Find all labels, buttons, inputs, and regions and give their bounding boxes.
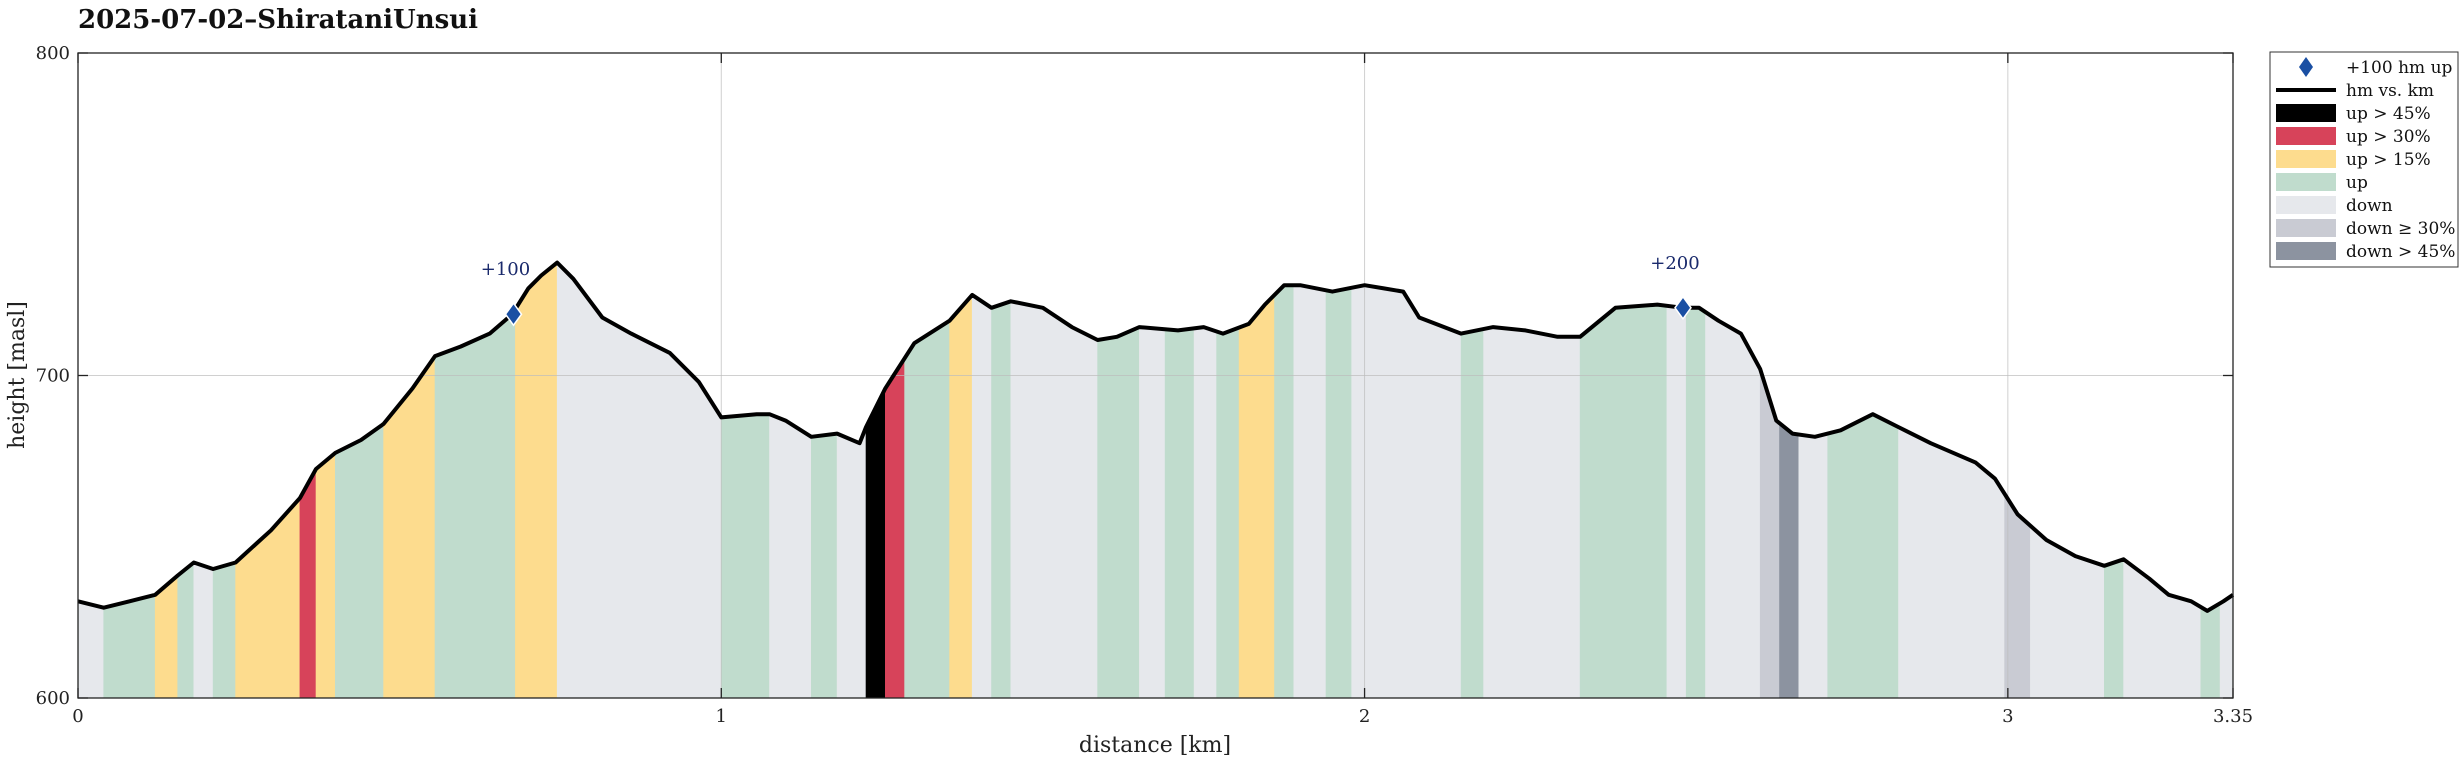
x-tick-label: 3.35 (2213, 706, 2253, 727)
slope-band-up30 (299, 468, 317, 699)
legend-swatch-up (2276, 173, 2336, 191)
slope-band-down (1293, 284, 1327, 699)
slope-band-down (971, 294, 992, 699)
slope-band-down (1666, 305, 1687, 699)
slope-band-up (721, 413, 770, 699)
slope-band-up (1685, 307, 1706, 699)
slope-band-down (836, 426, 867, 699)
slope-band-up (103, 594, 156, 699)
slope-band-up (904, 320, 950, 699)
slope-band-down45 (1779, 422, 1800, 699)
slope-band-up15 (315, 452, 336, 699)
slope-band-up (1216, 327, 1240, 699)
y-tick-label: 700 (36, 366, 70, 387)
legend: +100 hm up hm vs. km up > 45% up > 30% up > … (2269, 51, 2459, 268)
x-axis-label: distance [km] (1079, 733, 1231, 758)
y-tick-label: 600 (36, 688, 70, 709)
slope-band-up (991, 300, 1012, 699)
slope-band-up (811, 433, 838, 699)
slope-band-up (1164, 327, 1195, 699)
chart-title: 2025-07-02–ShirataniUnsui (78, 5, 478, 35)
slope-band-down (193, 562, 214, 699)
gain-marker-icon (1674, 295, 1692, 321)
slope-band-up (177, 561, 195, 699)
slope-band-up (1579, 304, 1668, 699)
legend-swatch-down45 (2276, 242, 2336, 260)
x-tick-label: 3 (2002, 706, 2013, 727)
slope-band-down (1351, 284, 1462, 699)
slope-band-up (1460, 328, 1484, 699)
gain-marker-label: +100 (481, 259, 530, 280)
x-tick-label: 0 (72, 706, 83, 727)
slope-band-up15 (1238, 294, 1275, 699)
gain-markers: +100 +200 (481, 253, 1700, 327)
plot-area: +100 +200 (77, 52, 2235, 699)
slope-band-down (77, 600, 104, 699)
slope-band-up (212, 562, 236, 699)
slope-band-down (1193, 326, 1217, 699)
slope-band-up15 (949, 294, 973, 699)
legend-marker-icon (2299, 57, 2313, 77)
slope-band-up (335, 423, 384, 699)
slope-band-up30 (885, 357, 905, 699)
legend-label: up (2346, 173, 2368, 193)
axis-ticks: 0 1 2 3 3.35 600 700 800 (36, 43, 2253, 727)
slope-band-up (1274, 284, 1295, 699)
slope-band-down (2219, 594, 2234, 699)
slope-band-up (434, 308, 516, 699)
legend-label: down > 45% (2346, 242, 2455, 262)
legend-label: down ≥ 30% (2346, 219, 2455, 239)
legend-label: up > 30% (2346, 127, 2431, 147)
slope-band-up (1325, 287, 1352, 699)
legend-swatch-up30 (2276, 127, 2336, 145)
slope-band-down (1010, 300, 1098, 699)
legend-label: down (2346, 196, 2393, 216)
gain-marker-label: +200 (1650, 253, 1699, 274)
slope-bands (77, 261, 2234, 699)
slope-band-up15 (515, 261, 558, 699)
y-axis-label: height [masl] (5, 301, 30, 449)
x-tick-label: 2 (1359, 706, 1370, 727)
legend-swatch-up45 (2276, 104, 2336, 122)
slope-band-up45 (865, 388, 886, 699)
slope-band-up (1097, 326, 1140, 699)
legend-swatch-up15 (2276, 150, 2336, 168)
slope-band-down (1705, 311, 1761, 699)
elevation-profile-line (77, 260, 2235, 613)
slope-band-down (769, 413, 812, 699)
legend-swatch-down30 (2276, 219, 2336, 237)
legend-label: up > 45% (2346, 104, 2431, 124)
slope-band-down (1139, 326, 1166, 699)
grid-lines (78, 53, 2233, 698)
slope-band-down (1798, 433, 1828, 699)
legend-swatch-down (2276, 196, 2336, 214)
legend-label: +100 hm up (2346, 58, 2453, 78)
y-tick-label: 800 (36, 43, 70, 64)
slope-band-up (2200, 602, 2221, 699)
gain-marker-icon (504, 301, 523, 327)
legend-label: up > 15% (2346, 150, 2431, 170)
slope-band-up (2104, 558, 2124, 699)
slope-band-down (1483, 326, 1581, 699)
x-tick-label: 1 (716, 706, 727, 727)
legend-label: hm vs. km (2346, 81, 2434, 101)
slope-band-up (1827, 413, 1899, 699)
